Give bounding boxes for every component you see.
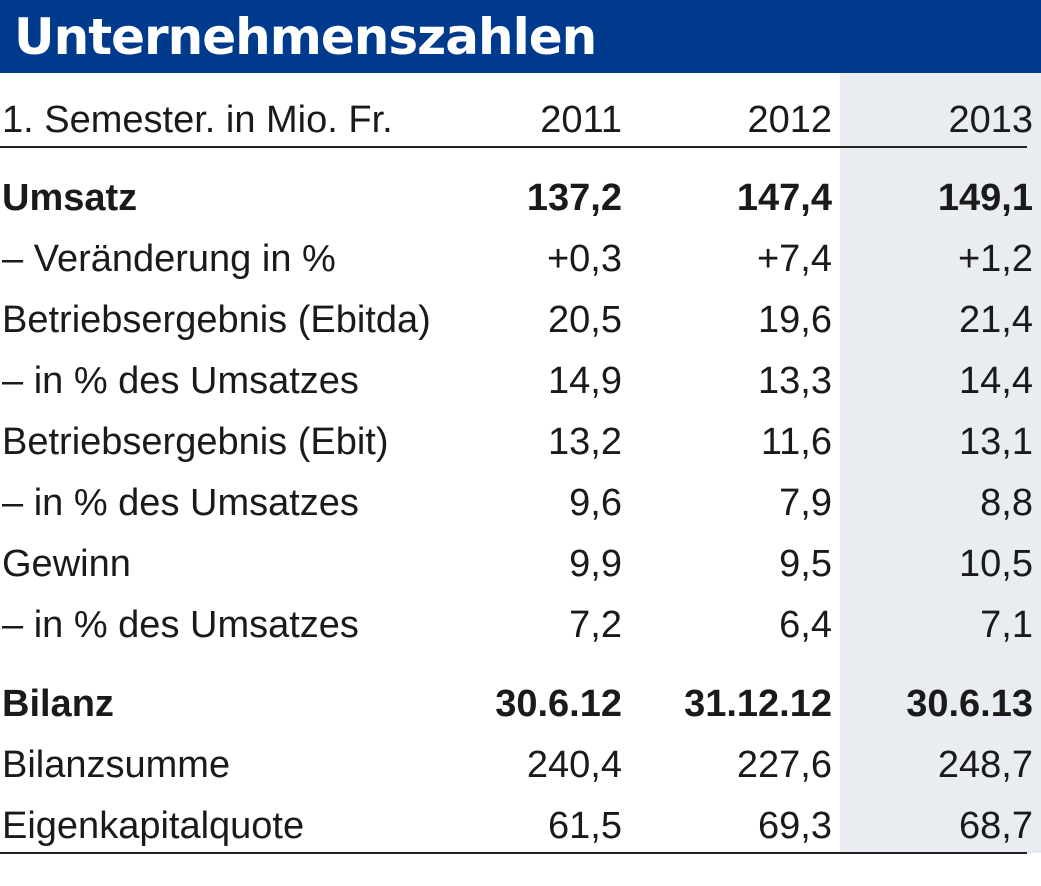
table-row-gewinn-percent: – in % des Umsatzes 7,2 6,4 7,1 [0,595,1041,655]
cell-2011: 13,2 [548,421,622,463]
table-row-bilanzsumme: Bilanzsumme 240,4 227,6 248,7 [0,735,1041,795]
row-label: – in % des Umsatzes [2,604,359,646]
header-row: 1. Semester. in Mio. Fr. 2011 2012 2013 [0,90,1041,150]
cell-2012: 6,4 [779,604,832,646]
row-label: – in % des Umsatzes [2,360,359,402]
cell-2012: 13,3 [758,360,832,402]
cell-2012: 7,9 [779,482,832,524]
table-row-umsatz: Umsatz 137,2 147,4 149,1 [0,168,1041,228]
header-divider [0,146,1027,148]
highlight-column-2013 [840,73,1041,853]
row-label: Gewinn [2,543,131,585]
cell-2013: 8,8 [980,482,1033,524]
table-row-ebitda: Betriebsergebnis (Ebitda) 20,5 19,6 21,4 [0,290,1041,350]
cell-2012: 9,5 [779,543,832,585]
cell-2012: 227,6 [736,744,832,786]
row-label: – in % des Umsatzes [2,482,359,524]
bottom-divider [0,852,1027,854]
cell-2013: 149,1 [937,177,1033,219]
row-label: Bilanzsumme [2,744,231,786]
table-row-ebit-percent: – in % des Umsatzes 9,6 7,9 8,8 [0,473,1041,533]
row-label: Betriebsergebnis (Ebitda) [2,299,431,341]
cell-2013: 10,5 [959,543,1033,585]
cell-2013: +1,2 [957,238,1033,280]
table-title: Unternehmenszahlen [14,8,597,66]
table-row-eigenkapitalquote: Eigenkapitalquote 61,5 69,3 68,7 [0,796,1041,856]
header-2012: 2012 [747,99,832,141]
cell-2012: 19,6 [758,299,832,341]
table-row-ebitda-percent: – in % des Umsatzes 14,9 13,3 14,4 [0,351,1041,411]
cell-2013: 30.6.13 [906,683,1033,725]
row-label: Umsatz [2,177,138,219]
cell-2013: 68,7 [959,805,1033,847]
row-label: Bilanz [2,683,114,725]
header-label: 1. Semester. in Mio. Fr. [2,99,393,141]
row-label: – Veränderung in % [2,238,336,280]
title-bar: Unternehmenszahlen [0,0,1041,73]
cell-2013: 21,4 [959,299,1033,341]
table-row-gewinn: Gewinn 9,9 9,5 10,5 [0,534,1041,594]
header-2011: 2011 [540,99,622,141]
cell-2011: 20,5 [548,299,622,341]
cell-2011: 14,9 [548,360,622,402]
table-row-veraenderung: – Veränderung in % +0,3 +7,4 +1,2 [0,229,1041,289]
cell-2012: 69,3 [758,805,832,847]
cell-2013: 14,4 [959,360,1033,402]
table-row-bilanz: Bilanz 30.6.12 31.12.12 30.6.13 [0,674,1041,734]
table-row-ebit: Betriebsergebnis (Ebit) 13,2 11,6 13,1 [0,412,1041,472]
cell-2011: 30.6.12 [495,683,622,725]
cell-2013: 7,1 [980,604,1033,646]
cell-2011: 240,4 [526,744,622,786]
row-label: Eigenkapitalquote [2,805,305,847]
row-label: Betriebsergebnis (Ebit) [2,421,389,463]
cell-2012: +7,4 [756,238,832,280]
cell-2012: 147,4 [736,177,832,219]
cell-2011: 61,5 [548,805,622,847]
cell-2012: 31.12.12 [684,683,832,725]
cell-2011: +0,3 [546,238,622,280]
header-2013: 2013 [948,99,1033,141]
cell-2011: 9,9 [569,543,622,585]
cell-2011: 137,2 [526,177,622,219]
cell-2011: 7,2 [569,604,622,646]
cell-2011: 9,6 [569,482,622,524]
cell-2013: 248,7 [937,744,1033,786]
cell-2012: 11,6 [760,421,832,463]
cell-2013: 13,1 [959,421,1033,463]
